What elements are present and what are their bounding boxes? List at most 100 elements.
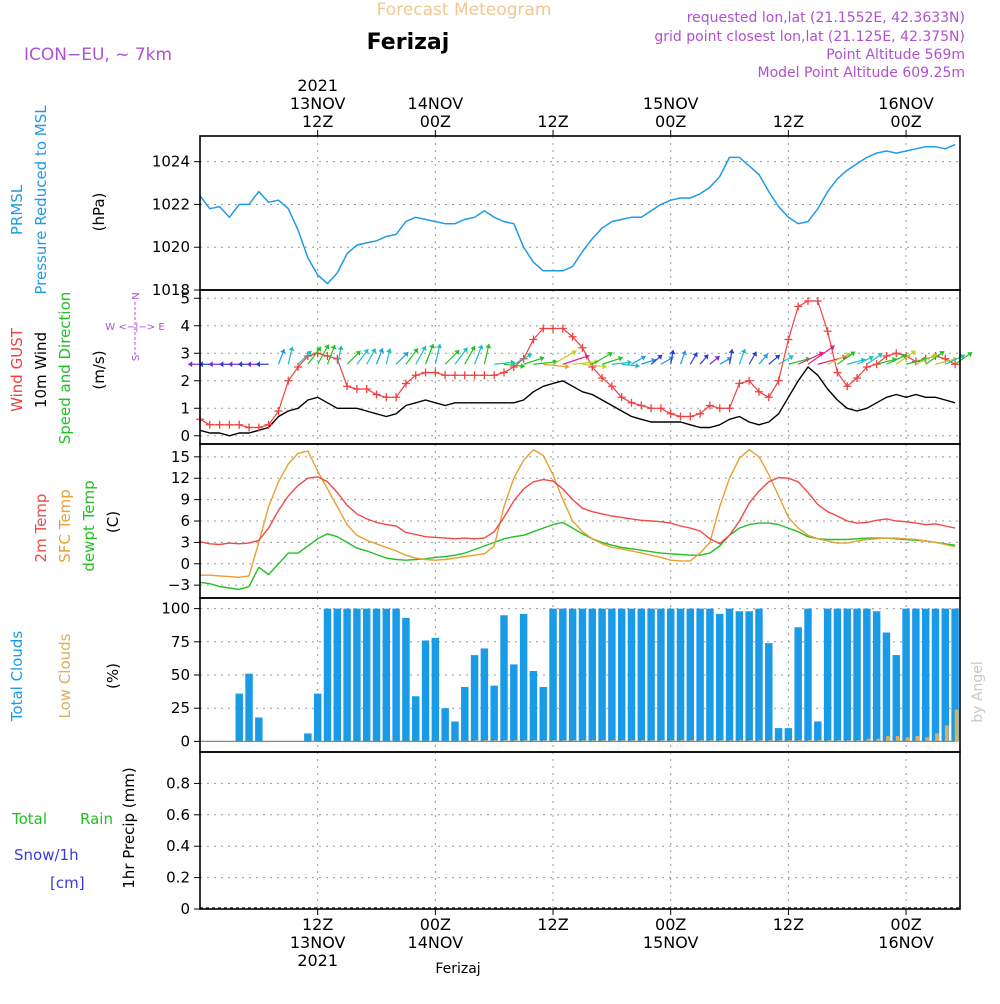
bottom-tick-date: 13NOV (290, 933, 346, 952)
dewpoint-line (199, 521, 956, 591)
top-tick-date: 16NOV (878, 94, 934, 113)
total-cloud-bar (617, 608, 626, 742)
total-cloud-bar (676, 608, 685, 742)
total-cloud-bar (608, 608, 616, 742)
wind-arrow-head (902, 353, 907, 360)
gust-marker (617, 393, 626, 402)
pressure-msl-label: Pressure Reduced to MSL (32, 105, 50, 295)
gust-marker (872, 360, 881, 369)
total-cloud-bar (559, 608, 567, 742)
total-cloud-bar (568, 608, 577, 742)
total-cloud-bar (441, 708, 449, 742)
y-tick-label: 3 (180, 533, 190, 551)
gust-marker (303, 352, 312, 360)
low-cloud-bar (513, 740, 518, 742)
gust-marker (804, 297, 812, 305)
panel-2: −3 0 3 6 9 12 15 (168, 444, 960, 598)
y-tick-label: 0.8 (166, 774, 190, 792)
total-cloud-bar (372, 608, 381, 742)
low-cloud-bar (650, 740, 655, 742)
bottom-tick-date: 16NOV (878, 933, 934, 952)
total-cloud-bar (666, 608, 675, 742)
gust-marker (833, 368, 842, 377)
wind-arrow-head (306, 350, 312, 356)
wind-arrow-head (413, 348, 418, 354)
wind-arrow-head (188, 361, 193, 368)
y-tick-label: 1024 (152, 153, 190, 171)
y-tick-label: 0 (180, 732, 190, 750)
panel-frame (199, 751, 961, 910)
wind-arrow-head (403, 352, 409, 358)
gust-marker (343, 382, 352, 391)
gust-marker (598, 374, 607, 382)
y-tick-label: 0.6 (166, 806, 190, 824)
gust-marker (745, 376, 754, 385)
tsfc-label: SFC Temp (56, 489, 74, 562)
gust-marker (235, 420, 244, 429)
wind-arrow-head (635, 362, 640, 369)
wind-arrow-head (627, 359, 632, 366)
total-cloud-bar (245, 673, 253, 742)
total-cloud-bar (686, 608, 695, 742)
gust-marker (411, 371, 420, 380)
y-tick-label: 50 (171, 666, 190, 684)
total-cloud-bar (745, 611, 753, 742)
panel-4: 0 0.2 0.4 0.6 0.8 (166, 752, 960, 918)
wind-arrow-head (316, 346, 321, 352)
total-cloud-bar (755, 608, 763, 742)
gust-marker (539, 324, 548, 333)
gust-marker (774, 376, 783, 385)
wind-arrow (582, 363, 607, 368)
low-cloud-bar (542, 740, 547, 742)
wind-arrow (543, 363, 570, 368)
wind-arrow-head (477, 344, 484, 350)
gust-marker (784, 335, 793, 344)
credit-watermark: by Angel (970, 661, 986, 722)
rain-label-total: Total (11, 810, 47, 828)
low-cloud-bar (758, 740, 763, 742)
low-cloud-bar (670, 740, 675, 742)
wind-arrow-head (829, 345, 835, 351)
bottom-tick-hour: 12Z (773, 915, 804, 934)
wind-arrow (572, 360, 599, 365)
low-cloud-bar (474, 740, 478, 742)
wind-arrow-head (337, 345, 344, 351)
y-tick-label: 5 (180, 289, 190, 307)
gust-marker (813, 297, 822, 305)
gust-marker (382, 393, 391, 402)
wind-arrow-head (520, 363, 525, 369)
y-tick-label: 0.4 (166, 837, 190, 855)
bottom-tick-hour: 12Z (537, 915, 568, 934)
total-cloud-bar (539, 686, 547, 742)
top-tick-date: 14NOV (408, 94, 464, 113)
pressure-series (199, 143, 956, 285)
rain-label-rain: Rain (80, 810, 113, 828)
gust-marker (647, 404, 656, 413)
sfc-temp-line (200, 449, 956, 578)
wind-arrow-head (845, 352, 851, 358)
wind-arrow-head (247, 361, 252, 368)
low-cloud-bar (856, 740, 861, 742)
wind-arrow-head (602, 363, 607, 370)
gust-marker (401, 379, 410, 388)
gust-marker (215, 420, 224, 429)
wind-arrow-head (617, 355, 623, 362)
wind-10m-line (199, 366, 956, 437)
low-cloud-bar (738, 740, 743, 742)
wind-arrow-head (774, 354, 780, 360)
top-tick-hour: 00Z (420, 112, 451, 131)
total-cloud-bar (872, 611, 881, 742)
gust-marker (274, 407, 283, 415)
bottom-tick-hour: 00Z (890, 915, 921, 934)
gust-marker (245, 423, 254, 432)
wind-arrow-head (324, 344, 330, 350)
y-tick-label: 1020 (152, 238, 190, 256)
total-cloud-bar (902, 608, 910, 742)
total-cloud-bar (362, 608, 371, 742)
compass-s: S (131, 355, 142, 361)
info-requested: requested lon,lat (21.1552E, 42.3633N) (687, 10, 965, 26)
total-cloud-bar (519, 613, 528, 742)
low-cloud-bar (915, 736, 920, 742)
wind-arrow (827, 353, 851, 365)
